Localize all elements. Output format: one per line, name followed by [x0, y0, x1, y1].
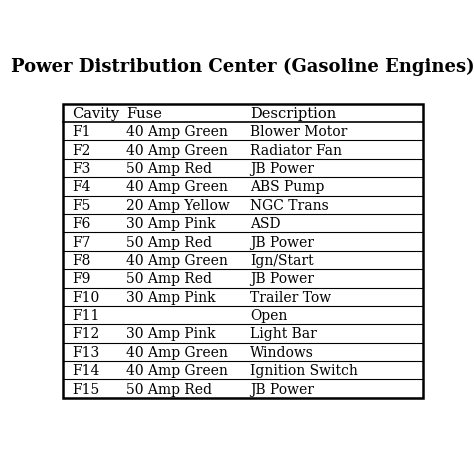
- Text: Trailer Tow: Trailer Tow: [250, 290, 331, 304]
- Text: Light Bar: Light Bar: [250, 327, 317, 341]
- Bar: [63, 105, 423, 398]
- Text: Radiator Fan: Radiator Fan: [250, 143, 342, 157]
- Text: F6: F6: [72, 216, 91, 230]
- Text: 40 Amp Green: 40 Amp Green: [126, 180, 228, 194]
- Text: 20 Amp Yellow: 20 Amp Yellow: [126, 198, 230, 212]
- Text: JB Power: JB Power: [250, 272, 314, 285]
- Text: F11: F11: [72, 308, 99, 322]
- Text: F7: F7: [72, 235, 91, 249]
- Text: F2: F2: [72, 143, 91, 157]
- Text: 40 Amp Green: 40 Amp Green: [126, 364, 228, 377]
- Text: JB Power: JB Power: [250, 382, 314, 396]
- Text: F4: F4: [72, 180, 91, 194]
- Text: JB Power: JB Power: [250, 235, 314, 249]
- Text: Blower Motor: Blower Motor: [250, 125, 347, 139]
- Text: Cavity: Cavity: [72, 106, 119, 120]
- Text: Windows: Windows: [250, 345, 314, 359]
- Text: 50 Amp Red: 50 Amp Red: [126, 161, 212, 175]
- Text: Description: Description: [250, 106, 337, 120]
- Text: F8: F8: [72, 253, 91, 267]
- Text: ASD: ASD: [250, 216, 281, 230]
- Text: NGC Trans: NGC Trans: [250, 198, 329, 212]
- Text: 40 Amp Green: 40 Amp Green: [126, 345, 228, 359]
- Text: 40 Amp Green: 40 Amp Green: [126, 125, 228, 139]
- Text: Open: Open: [250, 308, 288, 322]
- Text: Power Distribution Center (Gasoline Engines): Power Distribution Center (Gasoline Engi…: [11, 57, 474, 75]
- Text: 30 Amp Pink: 30 Amp Pink: [126, 290, 216, 304]
- Text: F15: F15: [72, 382, 99, 396]
- Text: 30 Amp Pink: 30 Amp Pink: [126, 216, 216, 230]
- Text: 40 Amp Green: 40 Amp Green: [126, 143, 228, 157]
- Text: Ignition Switch: Ignition Switch: [250, 364, 358, 377]
- Text: F3: F3: [72, 161, 91, 175]
- Text: F14: F14: [72, 364, 99, 377]
- Text: JB Power: JB Power: [250, 161, 314, 175]
- Text: Ign/Start: Ign/Start: [250, 253, 314, 267]
- Text: F1: F1: [72, 125, 91, 139]
- Text: F10: F10: [72, 290, 99, 304]
- Text: F9: F9: [72, 272, 91, 285]
- Text: 50 Amp Red: 50 Amp Red: [126, 272, 212, 285]
- Text: F12: F12: [72, 327, 99, 341]
- Text: 30 Amp Pink: 30 Amp Pink: [126, 327, 216, 341]
- Text: Fuse: Fuse: [126, 106, 162, 120]
- Text: 40 Amp Green: 40 Amp Green: [126, 253, 228, 267]
- Text: F13: F13: [72, 345, 99, 359]
- Text: F5: F5: [72, 198, 91, 212]
- Text: 50 Amp Red: 50 Amp Red: [126, 382, 212, 396]
- Text: ABS Pump: ABS Pump: [250, 180, 325, 194]
- Text: 50 Amp Red: 50 Amp Red: [126, 235, 212, 249]
